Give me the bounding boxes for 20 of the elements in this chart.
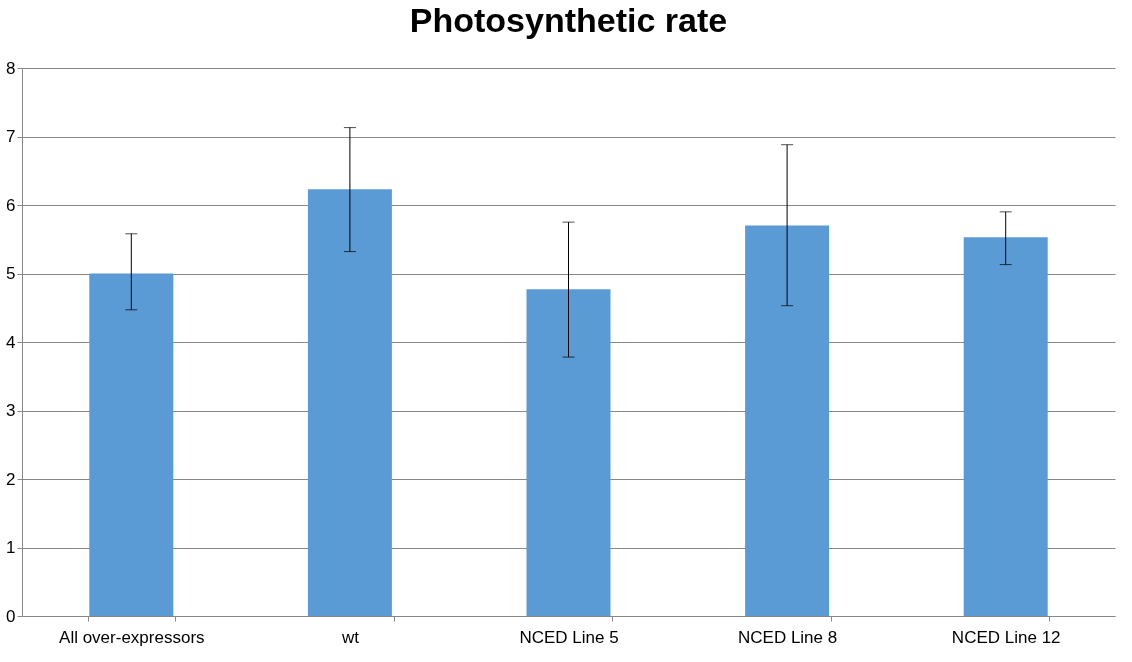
- x-tick-label: NCED Line 5: [519, 627, 619, 647]
- x-tick-label: All over-expressors: [59, 627, 205, 647]
- chart-title: Photosynthetic rate: [409, 1, 728, 39]
- bar: [963, 237, 1048, 616]
- y-tick-label: 1: [6, 538, 16, 557]
- y-tick-label: 5: [6, 264, 16, 283]
- x-tick-label: NCED Line 12: [951, 627, 1061, 647]
- bar: [745, 225, 830, 616]
- bar: [307, 189, 392, 616]
- x-tick-label: NCED Line 8: [737, 627, 838, 647]
- y-tick-label: 2: [6, 469, 16, 489]
- x-tick-label: wt: [340, 627, 360, 647]
- y-tick-label: 7: [6, 127, 16, 146]
- y-tick-label: 8: [6, 58, 16, 78]
- y-tick-label: 3: [6, 401, 16, 420]
- y-tick-label: 6: [6, 195, 16, 215]
- bar: [89, 273, 174, 616]
- bar: [526, 289, 611, 616]
- y-tick-label: 0: [6, 606, 16, 626]
- y-tick-label: 4: [6, 332, 16, 352]
